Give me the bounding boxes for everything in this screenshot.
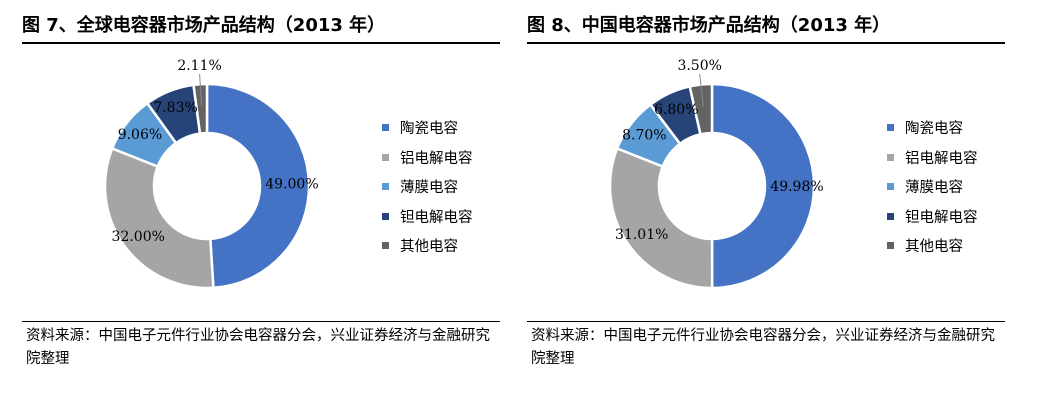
legend-item: 铝电解电容 [382, 143, 473, 173]
data-label: 9.06% [118, 127, 162, 143]
data-label: 8.70% [622, 128, 666, 144]
legend-swatch [887, 124, 894, 132]
leader-line [199, 73, 203, 107]
data-label: 31.01% [615, 227, 668, 243]
donut-slice [192, 82, 209, 135]
data-label: 7.83% [153, 100, 197, 116]
legend-label: 其他电容 [400, 239, 458, 256]
legend-label: 薄膜电容 [400, 180, 458, 197]
legend-item: 钽电解电容 [382, 202, 473, 232]
data-label: 3.50% [677, 58, 721, 74]
title-rule [22, 42, 500, 44]
data-label: 49.00% [265, 176, 318, 192]
legend-swatch [382, 124, 389, 132]
source-rule [22, 321, 500, 322]
legend-swatch [382, 242, 389, 250]
legend-label: 陶瓷电容 [905, 121, 963, 138]
legend-swatch [887, 212, 894, 220]
source-rule [527, 321, 1005, 322]
legend-item: 薄膜电容 [382, 172, 473, 202]
source-note: 资料来源：中国电子元件行业协会电容器分会，兴业证券经济与金融研究院整理 [531, 328, 995, 367]
leader-line [699, 73, 704, 107]
legend-item: 陶瓷电容 [887, 113, 978, 143]
legend-item: 陶瓷电容 [382, 113, 473, 143]
legend-item: 钽电解电容 [887, 202, 978, 232]
data-label: 6.80% [654, 102, 698, 118]
chart-title: 图 8、中国电容器市场产品结构（2013 年） [527, 15, 891, 36]
legend-item: 其他电容 [382, 231, 473, 261]
legend-label: 薄膜电容 [905, 180, 963, 197]
donut-chart: 49.00% 32.00% 9.06% 7.83% 2.11% [103, 58, 319, 290]
legend-item: 薄膜电容 [887, 172, 978, 202]
legend-label: 钽电解电容 [905, 209, 978, 226]
legend-swatch [382, 183, 389, 191]
legend-label: 钽电解电容 [400, 209, 473, 226]
legend-swatch [382, 153, 389, 161]
donut-slice [688, 82, 714, 136]
legend-swatch [887, 153, 894, 161]
data-label: 49.98% [770, 179, 823, 195]
legend-label: 铝电解电容 [905, 150, 978, 167]
source-note: 资料来源：中国电子元件行业协会电容器分会，兴业证券经济与金融研究院整理 [26, 328, 490, 367]
legend-label: 铝电解电容 [400, 150, 473, 167]
legend-item: 其他电容 [887, 231, 978, 261]
chart-panel-global: 图 7、全球电容器市场产品结构（2013 年） 49.00% 32.00% 9.06… [22, 0, 524, 401]
chart-legend: 陶瓷电容铝电解电容薄膜电容钽电解电容其他电容 [887, 113, 978, 261]
title-rule [527, 42, 1005, 44]
chart-title: 图 7、全球电容器市场产品结构（2013 年） [22, 15, 386, 36]
chart-legend: 陶瓷电容铝电解电容薄膜电容钽电解电容其他电容 [382, 113, 473, 261]
legend-label: 其他电容 [905, 239, 963, 256]
donut-slice [103, 146, 215, 290]
donut-chart: 49.98% 31.01% 8.70% 6.80% 3.50% [608, 58, 824, 290]
legend-item: 铝电解电容 [887, 143, 978, 173]
legend-swatch [382, 212, 389, 220]
data-label: 2.11% [177, 58, 221, 74]
legend-label: 陶瓷电容 [400, 121, 458, 138]
legend-swatch [887, 183, 894, 191]
legend-swatch [887, 242, 894, 250]
donut-slice [205, 82, 311, 290]
donut-slice [608, 146, 714, 290]
chart-panel-china: 图 8、中国电容器市场产品结构（2013 年） 49.98% 31.01% 8.70… [527, 0, 1029, 401]
data-label: 32.00% [112, 229, 165, 245]
donut-slice [710, 82, 816, 290]
